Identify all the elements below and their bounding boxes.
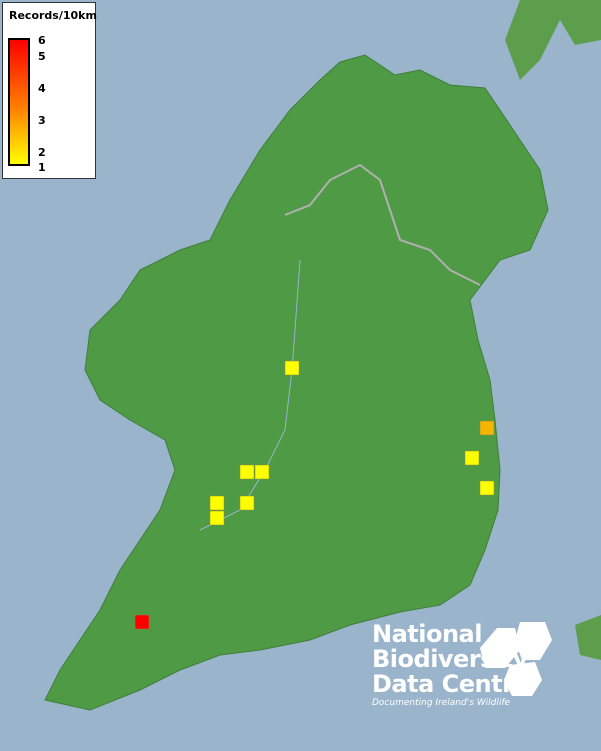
record-squares [134,360,495,630]
ireland-landmass [44,54,549,711]
legend-title: Records/10km [9,9,97,22]
scotland-landmass [505,0,601,80]
record-square[interactable] [209,510,225,526]
record-square[interactable] [464,450,480,466]
record-square[interactable] [479,480,495,496]
record-square[interactable] [239,495,255,511]
legend-color-bar [8,38,30,166]
record-square[interactable] [239,464,255,480]
logo-line1: National [372,620,482,648]
record-square[interactable] [209,495,225,511]
northern-ireland-border [284,163,481,286]
record-square[interactable] [284,360,300,376]
legend-tick: 1 [38,161,46,174]
logo-line3: Data Centre [372,670,530,698]
great-britain-edge [575,615,601,660]
legend-tick: 6 [38,34,46,47]
record-square[interactable] [479,420,495,436]
legend-tick: 2 [38,146,46,159]
record-square[interactable] [134,614,150,630]
logo-line2: Biodiversity [372,645,528,673]
legend-tick: 5 [38,50,46,63]
nbdc-logo: National Biodiversity Data Centre Docume… [372,620,530,709]
legend: Records/10km 6 5 4 3 2 1 [2,2,97,179]
logo-tagline: Documenting Ireland's Wildlife [372,698,511,708]
legend-tick: 3 [38,114,46,127]
legend-tick: 4 [38,82,46,95]
record-square[interactable] [254,464,270,480]
